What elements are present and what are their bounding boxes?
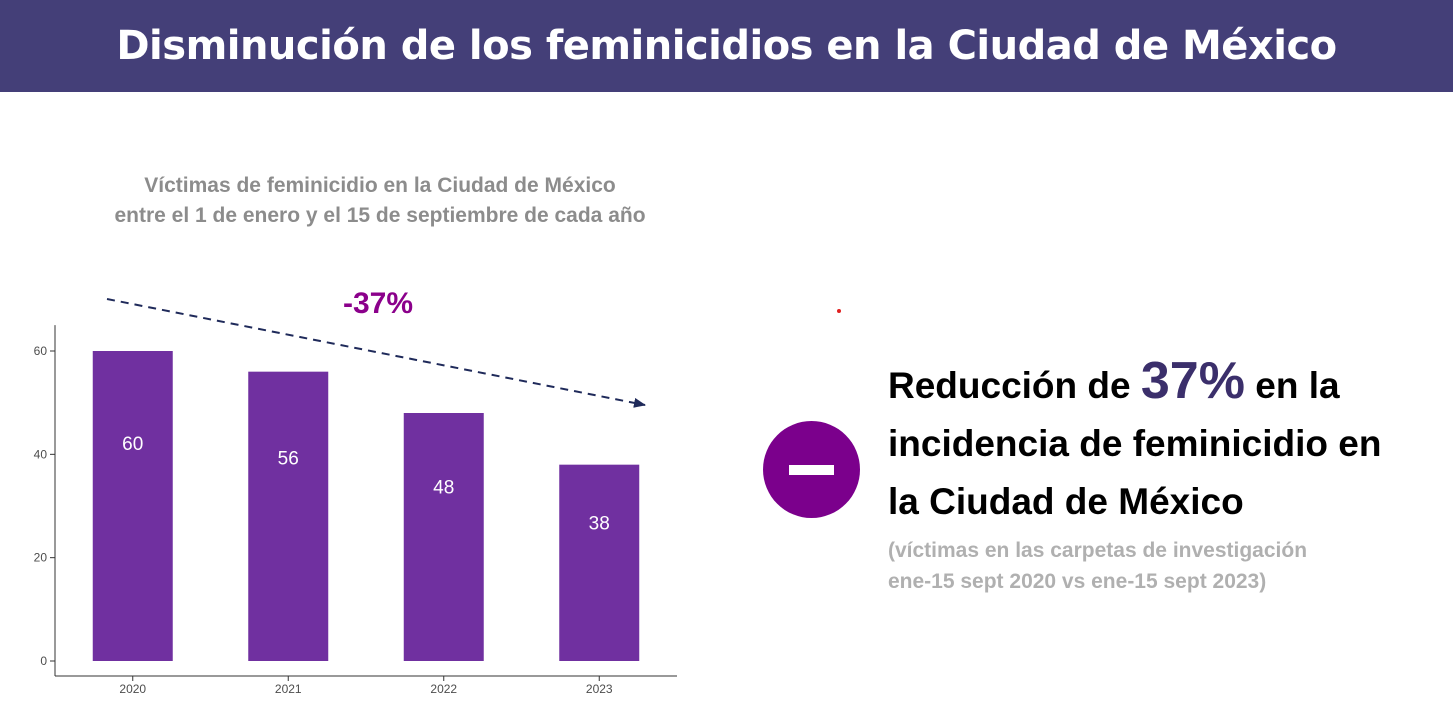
y-tick-label-0: 0 bbox=[40, 654, 47, 668]
note-line2: ene-15 sept 2020 vs ene-15 sept 2023) bbox=[888, 570, 1267, 593]
headline-value: 37% bbox=[1140, 352, 1245, 410]
data-label-2023: 38 bbox=[589, 514, 610, 535]
minus-sign bbox=[789, 465, 834, 475]
headline-post: en la bbox=[1255, 365, 1340, 406]
data-label-2022: 48 bbox=[433, 477, 454, 498]
change-annotation: -37% bbox=[343, 287, 413, 320]
trend-arrow bbox=[106, 298, 646, 408]
x-tick-label-2023: 2023 bbox=[586, 682, 613, 696]
y-tick-label-40: 40 bbox=[34, 447, 48, 461]
y-tick-label-60: 60 bbox=[34, 344, 48, 358]
data-label-2020: 60 bbox=[122, 434, 143, 455]
chart-title-line2: entre el 1 de enero y el 15 de septiembr… bbox=[114, 204, 646, 227]
x-tick-label-2021: 2021 bbox=[275, 682, 302, 696]
x-tick-label-2022: 2022 bbox=[430, 682, 457, 696]
y-tick-label-20: 20 bbox=[34, 551, 48, 565]
header-banner: Disminución de los feminicidios en la Ci… bbox=[0, 0, 1453, 92]
chart-title: Víctimas de feminicidio en la Ciudad de … bbox=[40, 171, 720, 231]
bar-2020 bbox=[92, 351, 173, 661]
x-tick-label-2020: 2020 bbox=[119, 682, 146, 696]
bar-2023 bbox=[559, 464, 640, 661]
headline-pre: Reducción de bbox=[888, 365, 1131, 406]
decorative-dot bbox=[837, 309, 841, 313]
minus-circle-icon bbox=[763, 421, 860, 518]
note-line1: (víctimas en las carpetas de investigaci… bbox=[888, 539, 1308, 562]
bar-chart: -37% 60 56 48 38 2020 2021 2022 2023 0 20 40 60 bbox=[34, 287, 677, 696]
summary-note: (víctimas en las carpetas de investigaci… bbox=[888, 535, 1448, 597]
chart-title-line1: Víctimas de feminicidio en la Ciudad de … bbox=[144, 174, 616, 197]
data-label-2021: 56 bbox=[278, 448, 299, 469]
headline-line3: la Ciudad de México bbox=[888, 481, 1244, 522]
summary-headline: Reducción de 37% en la incidencia de fem… bbox=[888, 352, 1448, 531]
page-title: Disminución de los feminicidios en la Ci… bbox=[116, 23, 1337, 69]
bar-2021 bbox=[248, 371, 329, 661]
bar-2022 bbox=[403, 413, 484, 661]
headline-line2: incidencia de feminicidio en bbox=[888, 423, 1382, 464]
